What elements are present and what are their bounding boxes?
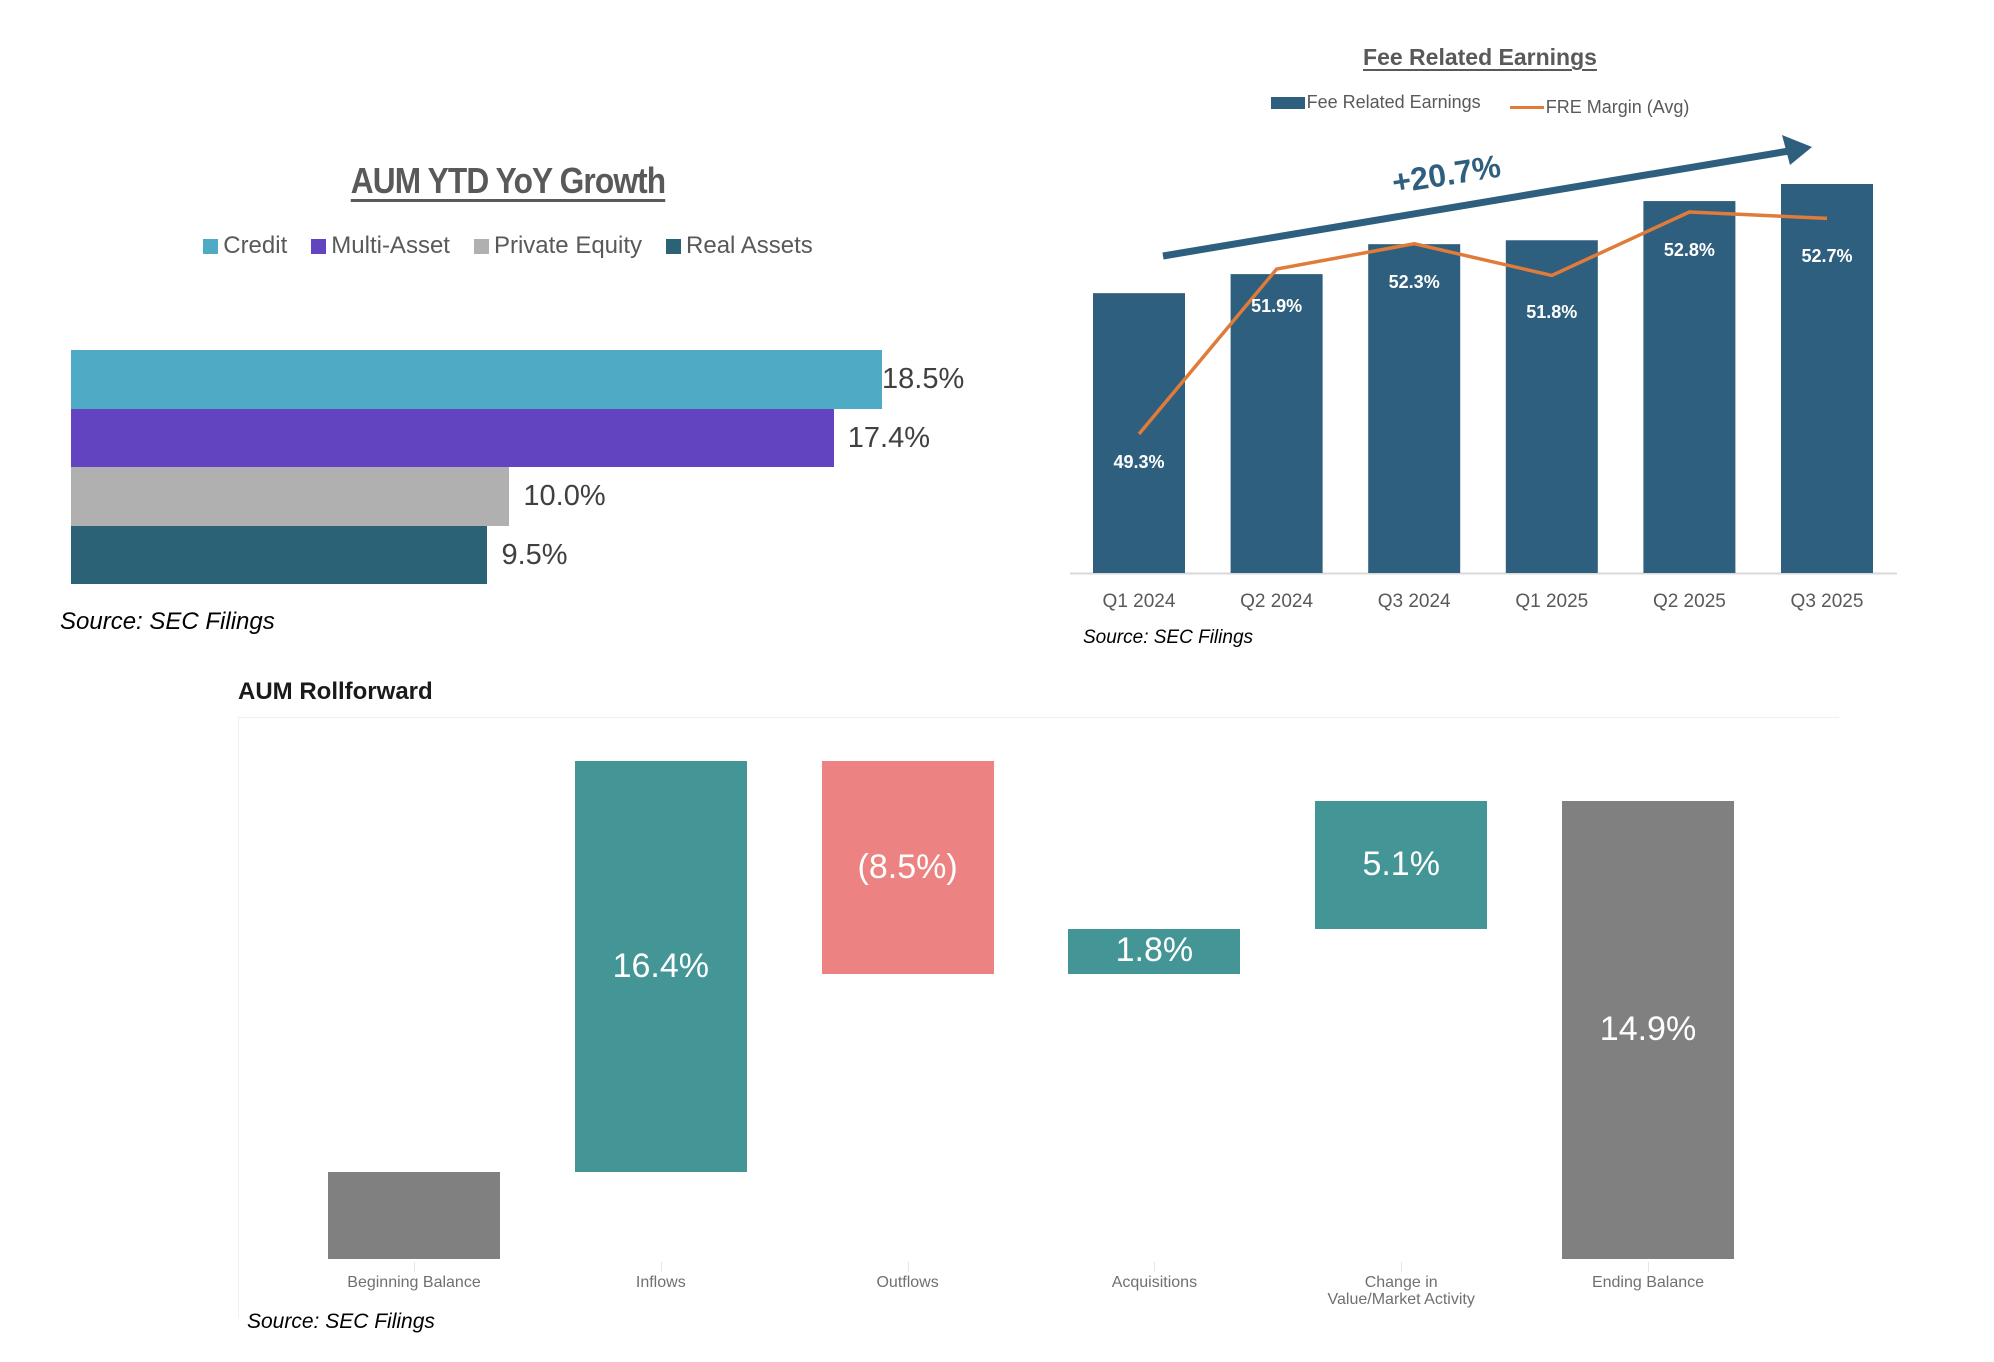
fre-title: Fee Related Earnings [1363,44,1597,70]
waterfall-bar [1315,801,1488,929]
x-tick [1401,1262,1403,1272]
aum-growth-title: AUM YTD YoY Growth [350,160,666,201]
waterfall-bar [1562,801,1734,1259]
margin-data-label: 49.3% [1113,452,1165,472]
trend-arrow-head [1782,135,1812,165]
rollforward-frame [238,717,1839,1318]
margin-data-label: 51.9% [1251,296,1303,316]
fre-margin-line [1137,210,1828,436]
rollforward-title: AUM Rollforward [238,678,433,705]
x-tick [907,1262,909,1272]
x-tick-label: Inflows [635,1274,686,1291]
fre-plot: +20.7% [1070,135,1897,575]
bar-value-label: 17.4% [847,421,930,454]
legend-swatch [203,238,219,254]
legend-item-margin: FRE Margin (Avg) [1509,96,1690,118]
fre-source: Source: SEC Filings [1083,627,1254,648]
waterfall-bar [328,1172,500,1259]
x-tick-label: Outflows [876,1274,939,1291]
x-tick [660,1262,662,1272]
legend-swatch [311,238,327,254]
legend-label: Credit [223,232,288,259]
legend-label: Multi-Asset [331,232,450,259]
legend-label: Fee Related Earnings [1306,92,1481,112]
bar-private-equity [71,467,510,526]
x-tick-label: Beginning Balance [347,1274,481,1291]
x-tick-label: Acquisitions [1111,1274,1198,1291]
waterfall-bar [821,761,994,975]
aum-growth-source: Source: SEC Filings [60,608,275,635]
x-tick-label: Q3 2025 [1790,591,1864,612]
legend-label: FRE Margin (Avg) [1545,96,1690,117]
x-tick-label: Change in Value/Market Activity [1327,1274,1475,1308]
fre-bar [1781,184,1873,573]
trend-annotation: +20.7% [1389,148,1503,201]
rollforward-source: Source: SEC Filings [247,1310,435,1333]
x-tick-label: Q1 2024 [1102,591,1176,612]
x-tick-label: Q3 2024 [1377,591,1451,612]
x-tick [414,1262,415,1272]
margin-data-label: 51.8% [1526,302,1578,322]
legend-item: Multi-Asset [311,232,450,260]
x-tick-label: Ending Balance [1591,1274,1705,1291]
x-tick-label: Q1 2025 [1515,591,1589,612]
fre-bar [1505,240,1598,573]
bar-credit [71,350,882,409]
bar-value-label: 18.5% [882,363,965,395]
trend-arrow-shaft [1162,146,1796,260]
bar-real-assets [71,525,488,584]
margin-data-label: 52.3% [1388,272,1440,292]
margin-data-label: 52.8% [1663,240,1715,260]
waterfall-value-label: 16.4% [612,946,709,985]
waterfall-bar [1068,928,1241,975]
bar-value-label: 10.0% [523,480,606,512]
margin-data-label: 52.7% [1801,246,1853,266]
legend-swatch-bar [1270,96,1305,109]
legend-item: Private Equity [473,232,643,260]
fre-legend: Fee Related Earnings FRE Margin (Avg) [1160,92,1800,118]
legend-item: Real Assets [666,232,813,260]
aum-growth-legend: Credit Multi-Asset Private Equity Real Asse… [0,232,1016,261]
legend-swatch-line [1509,105,1544,109]
legend-swatch [666,238,682,254]
legend-label: Private Equity [493,232,643,259]
bar-value-label: 9.5% [501,538,568,571]
waterfall-value-label: 5.1% [1362,845,1440,883]
fre-bar [1643,201,1736,573]
legend-label: Real Assets [686,232,813,259]
waterfall-value-label: (8.5%) [857,847,958,886]
waterfall-bar [574,761,747,1172]
legend-swatch [473,238,489,254]
fre-bar [1230,274,1323,573]
x-tick-label: Q2 2024 [1240,591,1314,612]
x-tick [1154,1262,1156,1272]
legend-item-fre: Fee Related Earnings [1270,92,1481,113]
bar-multi-asset [71,408,834,467]
waterfall-value-label: 1.8% [1115,931,1194,970]
waterfall-value-label: 14.9% [1599,1010,1697,1049]
legend-item: Credit [203,232,287,260]
x-tick-label: Q2 2025 [1652,591,1726,612]
fre-bar [1368,244,1461,573]
x-tick [1648,1262,1649,1272]
